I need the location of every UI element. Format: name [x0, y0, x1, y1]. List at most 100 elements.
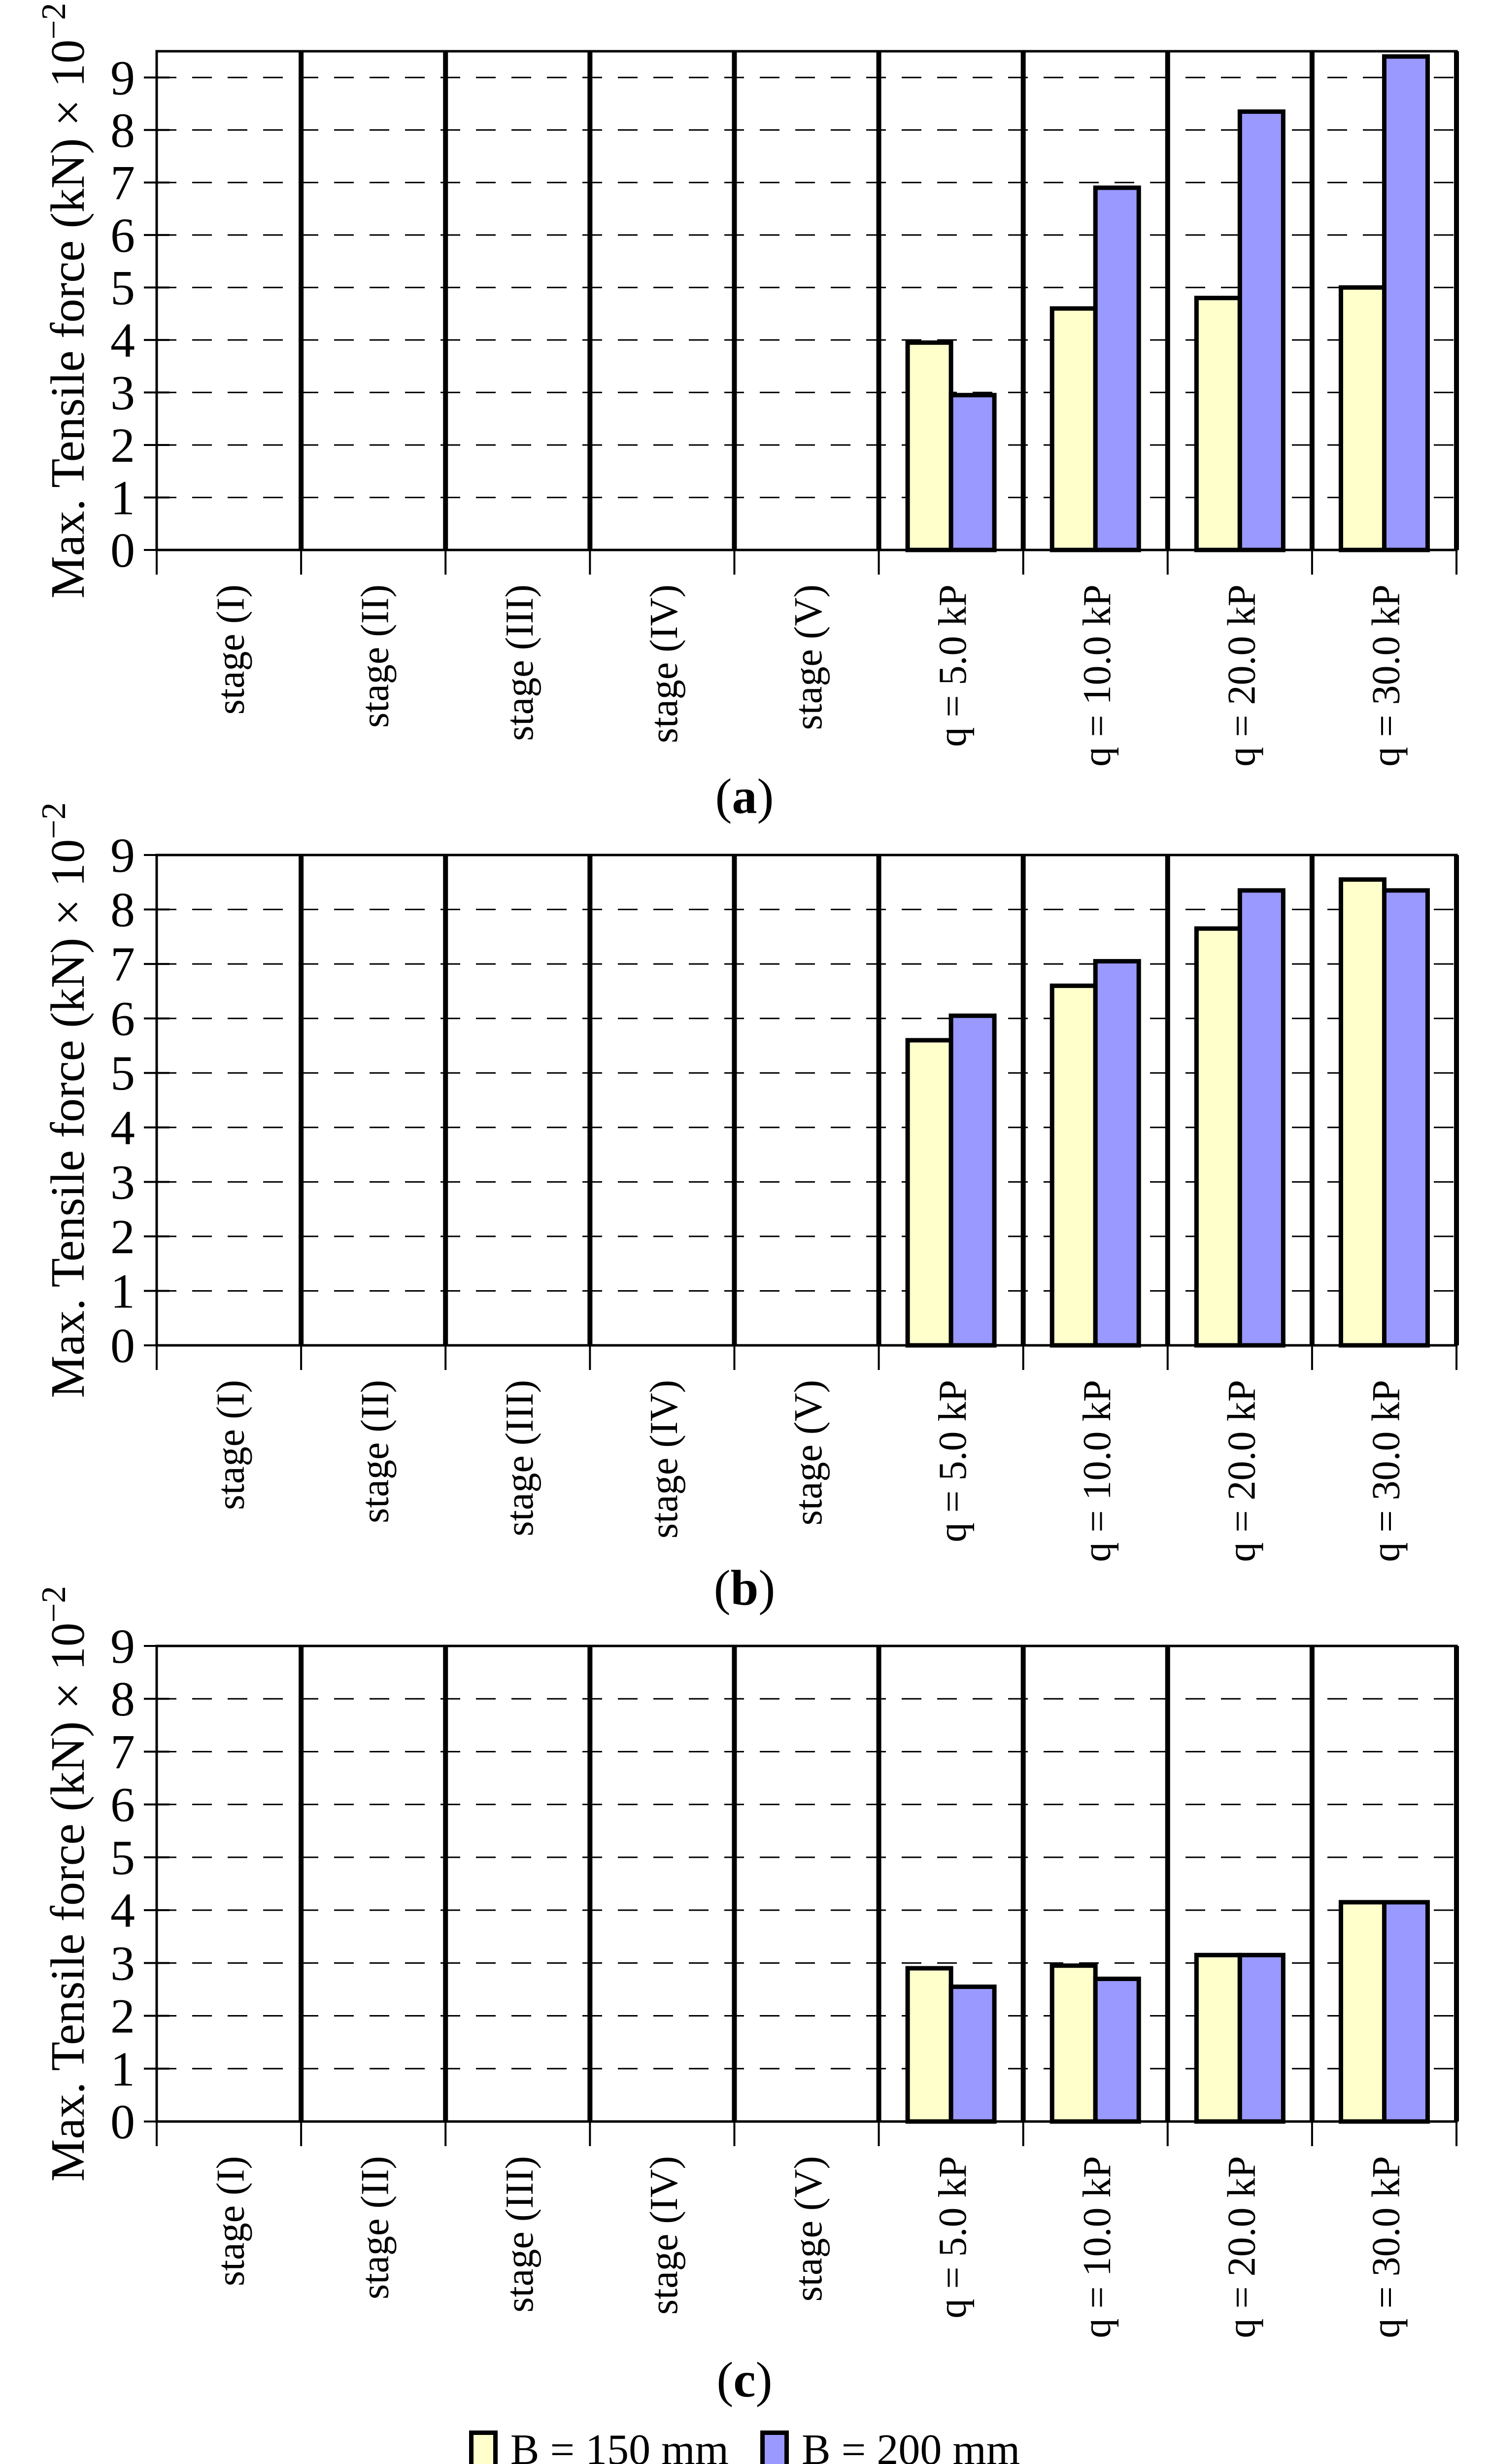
legend-item-b150: B = 150 mm — [469, 2429, 729, 2464]
x-label-a-5: stage (V) — [787, 584, 830, 730]
bar-b-q = 10.0 kP-B = 200 mm — [1093, 959, 1141, 1348]
x-label-b-2: stage (II) — [354, 1380, 397, 1523]
caption-a-open: ( — [715, 769, 732, 824]
legend-label-b200: B = 200 mm — [802, 2426, 1020, 2464]
caption-c-open: ( — [716, 2352, 734, 2408]
y-tick-label-a-8: 8 — [110, 103, 135, 158]
caption-c-close: ) — [755, 2352, 773, 2408]
x-label-a-4: stage (IV) — [643, 584, 686, 743]
y-tick-label-c-2: 2 — [110, 1989, 135, 2044]
x-label-c-5: stage (V) — [787, 2156, 830, 2301]
y-tick-label-a-1: 1 — [110, 470, 135, 525]
bar-c-q = 20.0 kP-B = 150 mm — [1194, 1952, 1242, 2124]
x-label-c-2: stage (II) — [354, 2156, 397, 2299]
bar-c-q = 10.0 kP-B = 150 mm — [1049, 1963, 1098, 2124]
x-label-c-4: stage (IV) — [643, 2156, 686, 2315]
bar-b-q = 20.0 kP-B = 150 mm — [1194, 926, 1242, 1348]
bar-a-q = 10.0 kP-B = 150 mm — [1049, 306, 1098, 552]
y-tick-label-c-4: 4 — [110, 1883, 135, 1938]
caption-c: (c) — [0, 2355, 1489, 2405]
bar-c-q = 10.0 kP-B = 200 mm — [1093, 1977, 1141, 2124]
x-label-a-1: stage (I) — [209, 584, 253, 715]
y-tick-label-c-6: 6 — [110, 1778, 135, 1832]
legend-item-b200: B = 200 mm — [760, 2429, 1020, 2464]
x-label-a-8: q = 20.0 kP — [1220, 584, 1263, 767]
bar-a-q = 30.0 kP-B = 200 mm — [1382, 54, 1430, 552]
y-axis-title-c: Max. Tensile force (kN) × 10−2 — [35, 1586, 94, 2182]
bar-b-q = 30.0 kP-B = 200 mm — [1382, 888, 1430, 1348]
bar-a-q = 5.0 kP-B = 150 mm — [905, 340, 953, 552]
bar-c-q = 30.0 kP-B = 150 mm — [1338, 1900, 1387, 2124]
x-label-b-6: q = 5.0 kP — [931, 1380, 975, 1542]
y-tick-label-a-2: 2 — [110, 418, 135, 473]
bar-b-q = 5.0 kP-B = 200 mm — [948, 1013, 997, 1348]
y-tick-label-a-0: 0 — [110, 523, 135, 578]
y-tick-label-b-9: 9 — [110, 828, 135, 883]
x-label-c-6: q = 5.0 kP — [931, 2156, 975, 2319]
caption-c-letter: c — [733, 2352, 756, 2408]
y-tick-label-b-5: 5 — [110, 1046, 135, 1100]
bar-b-q = 10.0 kP-B = 150 mm — [1049, 983, 1098, 1348]
y-tick-label-c-0: 0 — [110, 2094, 135, 2149]
x-label-b-9: q = 30.0 kP — [1364, 1380, 1408, 1562]
x-label-b-4: stage (IV) — [643, 1380, 686, 1539]
y-tick-label-b-8: 8 — [110, 883, 135, 937]
y-tick-label-c-9: 9 — [110, 1619, 135, 1674]
y-tick-label-c-3: 3 — [110, 1936, 135, 1990]
bar-a-q = 5.0 kP-B = 200 mm — [948, 393, 997, 552]
y-tick-label-a-4: 4 — [110, 313, 135, 368]
bar-a-q = 30.0 kP-B = 150 mm — [1338, 285, 1387, 552]
y-tick-label-a-9: 9 — [110, 50, 135, 105]
x-label-b-7: q = 10.0 kP — [1076, 1380, 1119, 1562]
y-tick-label-b-2: 2 — [110, 1209, 135, 1264]
y-tick-label-a-3: 3 — [110, 365, 135, 420]
bar-b-q = 30.0 kP-B = 150 mm — [1338, 877, 1387, 1348]
bar-a-q = 20.0 kP-B = 200 mm — [1237, 109, 1286, 552]
caption-a: (a) — [0, 772, 1489, 822]
y-tick-label-b-4: 4 — [110, 1100, 135, 1155]
y-tick-label-b-7: 7 — [110, 937, 135, 992]
y-tick-label-c-7: 7 — [110, 1724, 135, 1779]
y-tick-label-b-1: 1 — [110, 1264, 135, 1318]
caption-a-letter: a — [732, 769, 757, 824]
x-label-c-3: stage (III) — [498, 2156, 541, 2313]
y-tick-label-a-6: 6 — [110, 208, 135, 263]
bar-b-q = 5.0 kP-B = 150 mm — [905, 1038, 953, 1348]
bar-c-q = 5.0 kP-B = 150 mm — [905, 1966, 953, 2124]
y-tick-label-b-3: 3 — [110, 1155, 135, 1209]
x-label-a-2: stage (II) — [354, 584, 397, 728]
legend: B = 150 mm B = 200 mm — [0, 2421, 1489, 2464]
legend-swatch-b200 — [760, 2430, 789, 2464]
x-label-b-5: stage (V) — [787, 1380, 830, 1525]
bar-a-q = 10.0 kP-B = 200 mm — [1093, 185, 1141, 552]
caption-b-letter: b — [730, 1560, 759, 1616]
x-label-b-1: stage (I) — [209, 1380, 253, 1510]
legend-swatch-b150 — [469, 2430, 498, 2464]
x-label-b-8: q = 20.0 kP — [1220, 1380, 1263, 1562]
y-tick-label-c-8: 8 — [110, 1672, 135, 1726]
x-label-a-3: stage (III) — [498, 584, 541, 741]
y-axis-title-b: Max. Tensile force (kN) × 10−2 — [35, 802, 94, 1398]
caption-a-close: ) — [757, 769, 774, 824]
x-label-c-7: q = 10.0 kP — [1076, 2156, 1119, 2338]
caption-b: (b) — [0, 1563, 1489, 1613]
y-tick-label-b-0: 0 — [110, 1318, 135, 1373]
x-label-b-3: stage (III) — [498, 1380, 541, 1537]
x-label-a-7: q = 10.0 kP — [1076, 584, 1119, 767]
x-label-c-9: q = 30.0 kP — [1364, 2156, 1408, 2338]
x-label-c-1: stage (I) — [209, 2156, 253, 2286]
y-tick-label-a-5: 5 — [110, 260, 135, 315]
y-tick-label-c-5: 5 — [110, 1830, 135, 1885]
bar-b-q = 20.0 kP-B = 200 mm — [1237, 888, 1286, 1348]
y-tick-label-c-1: 1 — [110, 2042, 135, 2096]
y-axis-title-a: Max. Tensile force (kN) × 10−2 — [35, 3, 94, 599]
x-label-a-9: q = 30.0 kP — [1364, 584, 1408, 767]
bar-c-q = 20.0 kP-B = 200 mm — [1237, 1952, 1286, 2124]
caption-b-close: ) — [758, 1560, 776, 1616]
x-label-a-6: q = 5.0 kP — [931, 584, 975, 747]
caption-b-open: ( — [713, 1560, 731, 1616]
